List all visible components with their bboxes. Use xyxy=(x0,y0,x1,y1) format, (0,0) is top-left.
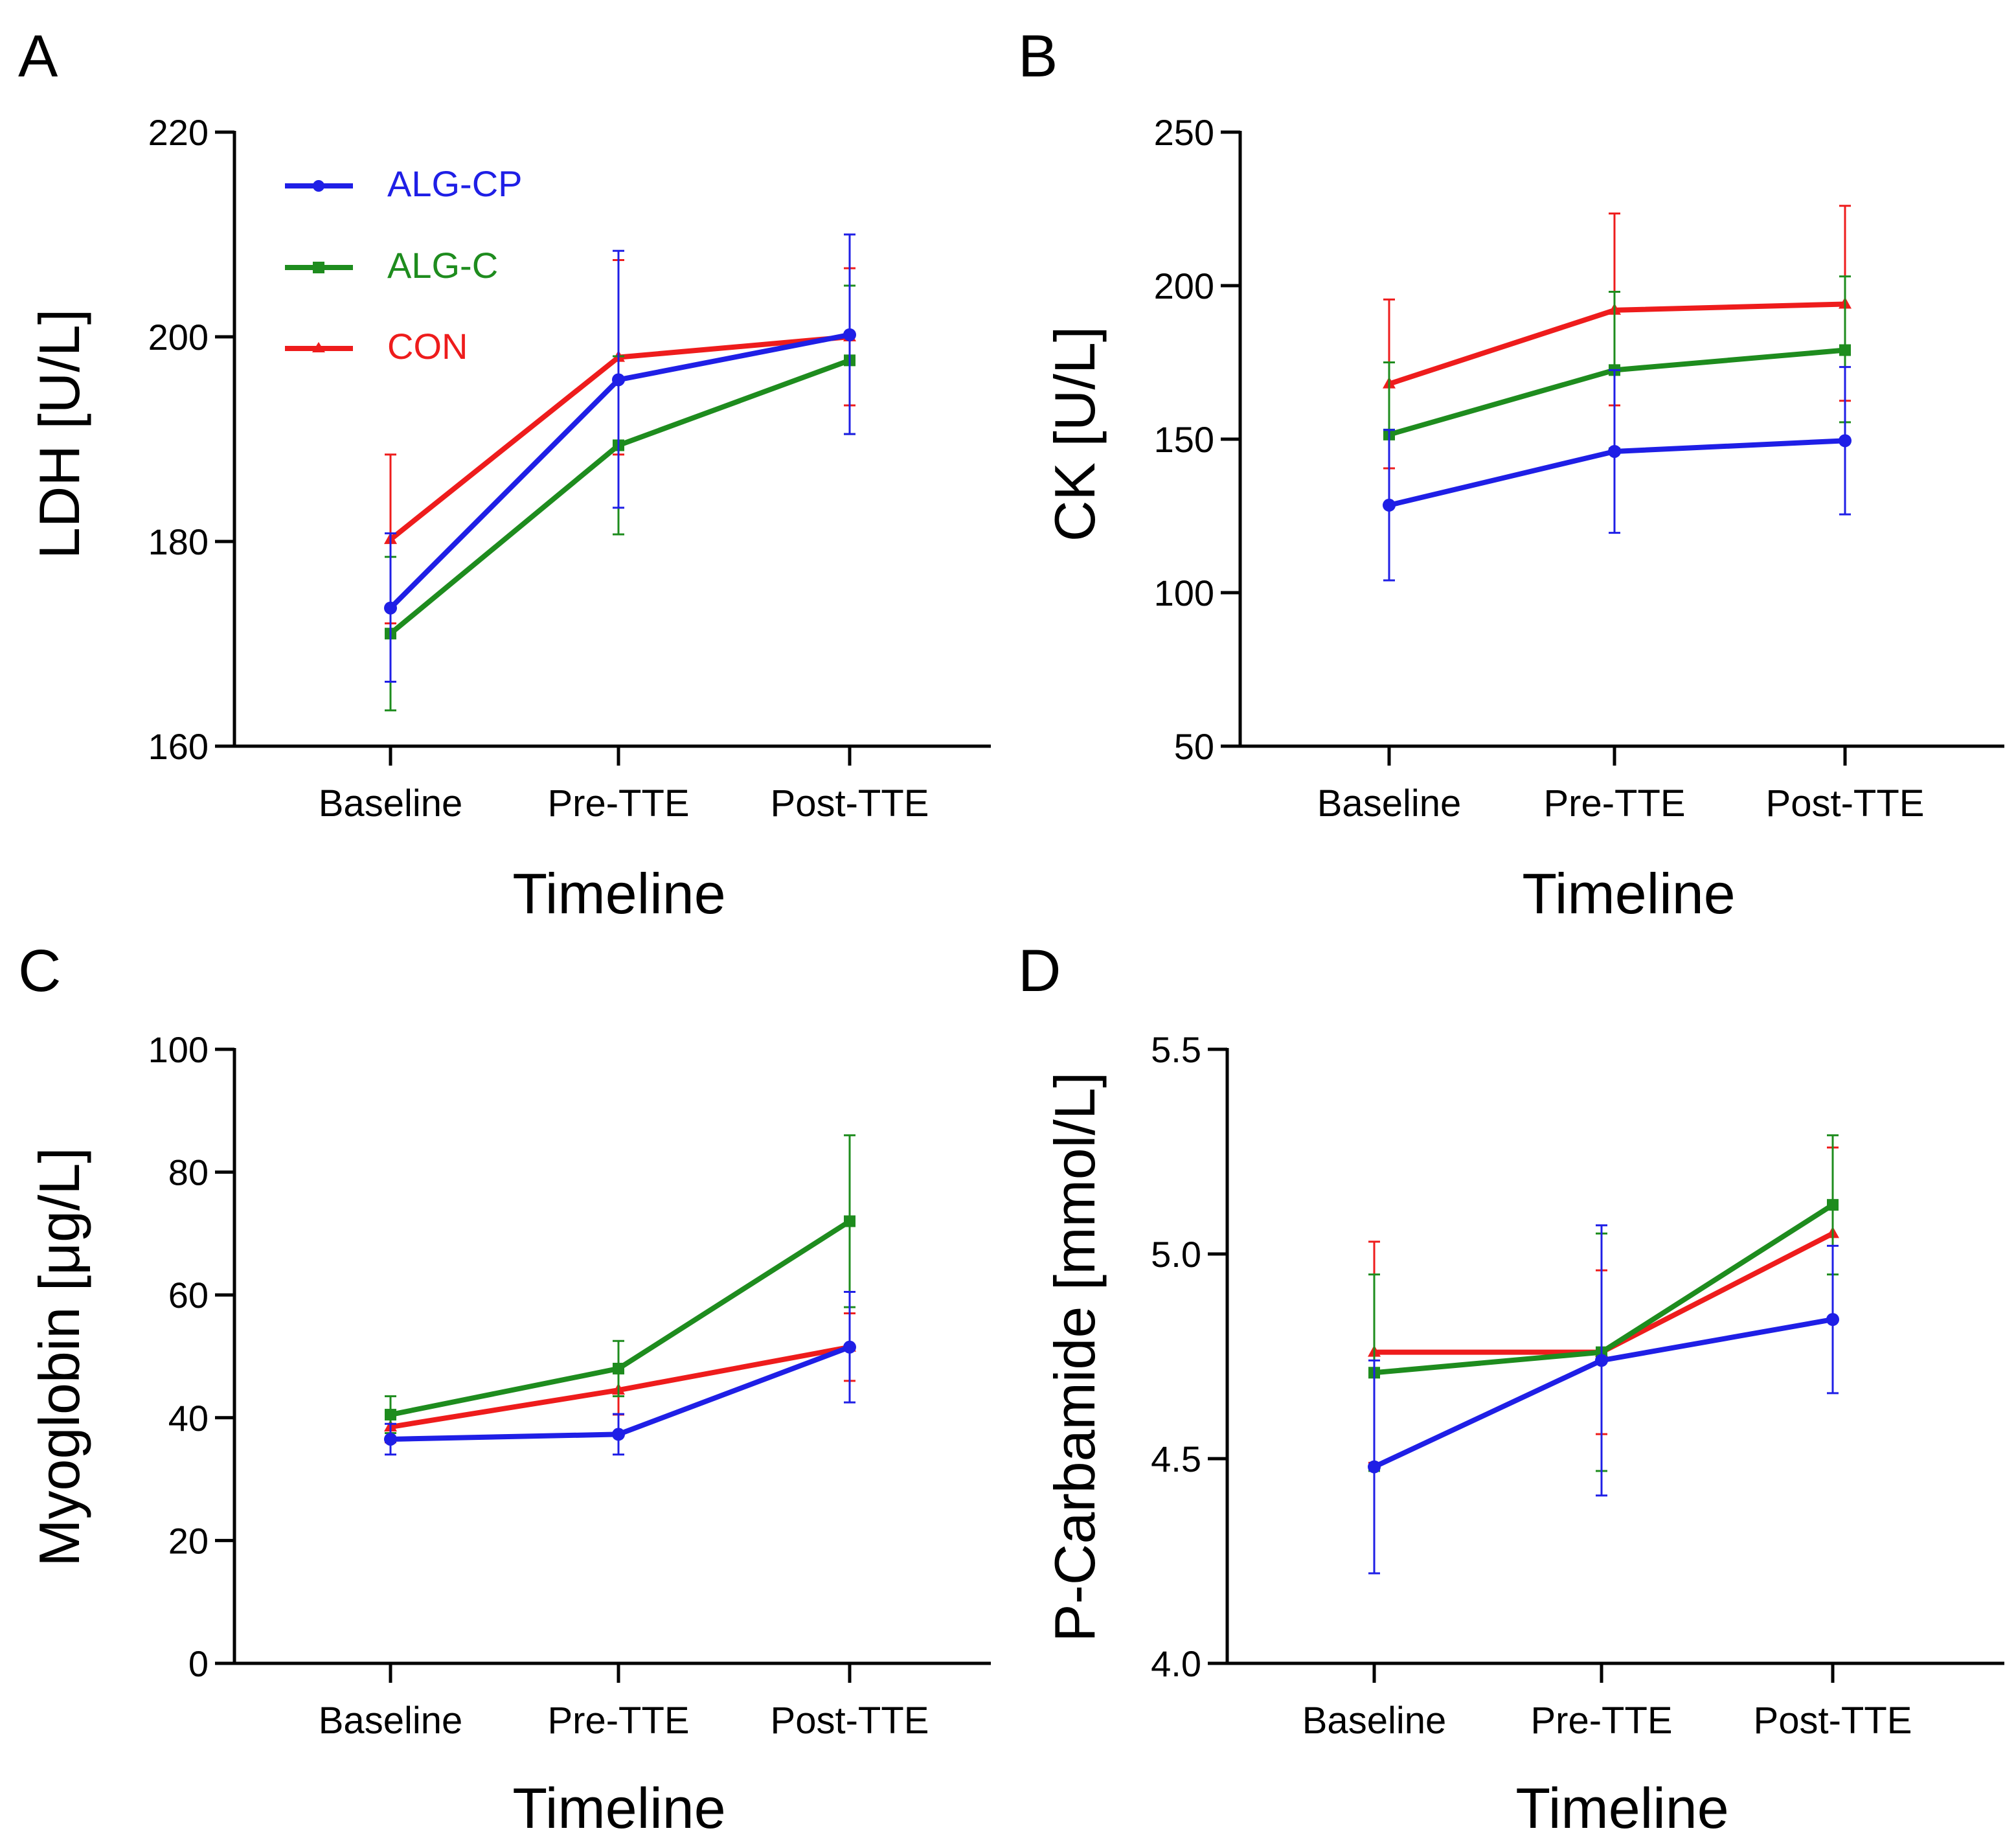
y-axis-title: CK [U/L] xyxy=(1043,326,1107,542)
data-point-alg-c xyxy=(385,1409,396,1421)
x-tick-label: Pre-TTE xyxy=(1530,1700,1672,1742)
chart-panel-a: 160 180 200 220 Baseline Pre-TTE Post-TTE Timel… xyxy=(27,112,991,926)
x-tick-label: Pre-TTE xyxy=(547,1700,689,1742)
chart-panel-c: 0 20 40 60 80 100 Baseline Pre-TTE Post-TTE Timel… xyxy=(27,1029,991,1840)
y-tick-label: 250 xyxy=(1154,112,1214,153)
y-tick-label: 220 xyxy=(148,112,209,153)
legend: ALG-CP ALG-C CON xyxy=(285,163,523,367)
data-point-alg-cp xyxy=(1595,1354,1608,1367)
data-point-alg-cp xyxy=(384,1432,397,1446)
legend-item-alg-c: ALG-C xyxy=(285,245,498,286)
y-tick-label: 40 xyxy=(168,1398,209,1439)
legend-marker-con xyxy=(312,342,325,352)
y-tick-label: 5.5 xyxy=(1151,1029,1201,1070)
x-tick-label: Post-TTE xyxy=(771,1700,929,1742)
panel-label-c: C xyxy=(18,938,61,1004)
y-axis-title: LDH [U/L] xyxy=(27,309,91,559)
panel-label-b: B xyxy=(1018,23,1058,89)
data-point-alg-c xyxy=(844,1215,855,1227)
x-tick-label: Post-TTE xyxy=(1754,1700,1912,1742)
y-tick-label: 5.0 xyxy=(1151,1234,1201,1275)
y-tick-label: 60 xyxy=(168,1275,209,1316)
legend-item-alg-cp: ALG-CP xyxy=(285,163,523,204)
y-axis-title: P-Carbamide [mmol/L] xyxy=(1043,1072,1107,1642)
y-tick-label: 160 xyxy=(148,726,209,767)
x-tick-label: Pre-TTE xyxy=(1543,782,1685,825)
y-tick-label: 150 xyxy=(1154,419,1214,460)
x-axis-title: Timeline xyxy=(1522,861,1735,926)
data-point-alg-cp xyxy=(1608,444,1621,458)
chart-panel-b: 50 100 150 200 250 Baseline Pre-TTE Post-TTE Tim… xyxy=(1043,112,2004,926)
x-tick-label: Baseline xyxy=(319,1700,462,1742)
y-tick-label: 4.5 xyxy=(1151,1439,1201,1479)
data-point-alg-c xyxy=(1827,1199,1839,1211)
y-tick-label: 50 xyxy=(1174,726,1214,767)
chart-panel-d: 4.0 4.5 5.0 5.5 Baseline Pre-TTE Post-TTE Timel… xyxy=(1043,1029,2004,1840)
legend-marker-alg-c xyxy=(313,262,324,273)
y-tick-label: 80 xyxy=(168,1152,209,1193)
data-point-alg-cp xyxy=(843,1340,856,1354)
y-tick-label: 4.0 xyxy=(1151,1643,1201,1684)
x-tick-label: Pre-TTE xyxy=(547,782,689,825)
legend-marker-alg-cp xyxy=(313,180,324,192)
x-tick-label: Post-TTE xyxy=(1766,782,1925,825)
legend-label-alg-c: ALG-C xyxy=(387,245,498,286)
panel-label-d: D xyxy=(1018,938,1061,1004)
y-tick-label: 20 xyxy=(168,1520,209,1561)
x-axis-title: Timeline xyxy=(1515,1776,1728,1840)
legend-item-con: CON xyxy=(285,326,468,367)
x-tick-label: Baseline xyxy=(319,782,462,825)
y-tick-label: 200 xyxy=(1154,266,1214,306)
data-point-alg-cp xyxy=(612,1428,625,1441)
x-tick-label: Baseline xyxy=(1317,782,1461,825)
data-point-alg-cp xyxy=(1839,434,1852,448)
x-tick-label: Post-TTE xyxy=(771,782,929,825)
y-tick-label: 100 xyxy=(1154,573,1214,613)
y-tick-label: 100 xyxy=(148,1029,209,1070)
panel-label-a: A xyxy=(18,23,58,89)
data-point-alg-cp xyxy=(1383,498,1396,512)
legend-label-alg-cp: ALG-CP xyxy=(387,163,523,204)
data-point-alg-cp xyxy=(1368,1460,1381,1474)
data-point-alg-c xyxy=(613,1362,624,1374)
x-tick-label: Baseline xyxy=(1302,1700,1446,1742)
y-tick-label: 180 xyxy=(148,521,209,562)
data-point-alg-cp xyxy=(612,373,625,387)
data-point-alg-cp xyxy=(1826,1313,1839,1327)
y-tick-label: 0 xyxy=(188,1643,209,1684)
y-axis-title: Myoglobin [μg/L] xyxy=(27,1147,91,1567)
legend-label-con: CON xyxy=(387,326,468,367)
y-tick-label: 200 xyxy=(148,317,209,358)
x-axis-title: Timeline xyxy=(512,861,725,926)
data-point-alg-cp xyxy=(384,601,397,615)
x-axis-title: Timeline xyxy=(512,1776,725,1840)
data-point-alg-c xyxy=(1839,344,1851,356)
data-point-alg-cp xyxy=(843,328,856,341)
